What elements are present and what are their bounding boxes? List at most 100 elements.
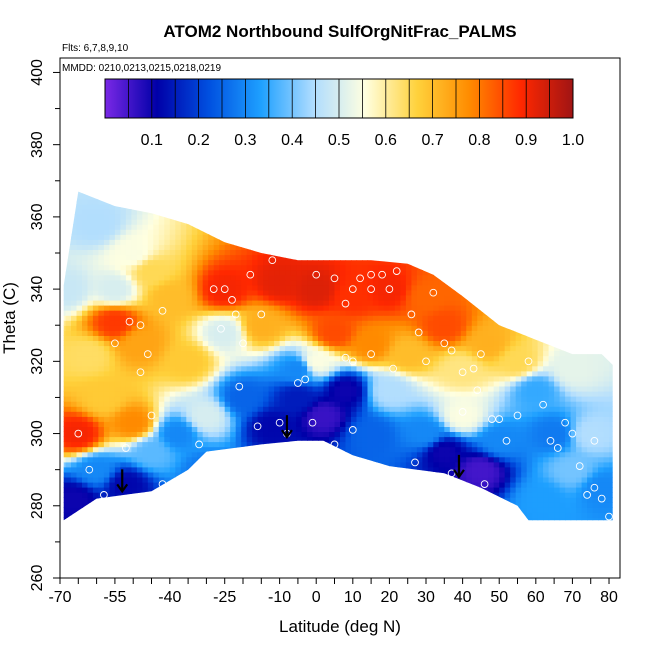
heat-cell [65,481,72,488]
heat-cell [307,401,314,407]
heat-cell [65,224,72,230]
heat-cell [191,426,198,432]
heat-cell [186,269,193,276]
heat-cell [340,466,347,473]
heat-cell [301,456,308,463]
heat-cell [197,401,204,407]
heat-cell [125,229,132,235]
heat-cell [147,340,154,347]
heat-cell [224,208,231,215]
heat-cell [109,239,116,245]
heat-cell [103,487,110,493]
heat-cell [224,289,231,296]
heat-cell [301,191,308,195]
heat-cell [433,234,440,240]
heat-cell [76,481,83,488]
heat-cell [422,471,429,478]
heat-cell [416,289,423,296]
heat-cell [444,269,451,276]
heat-cell [383,335,390,341]
heat-cell [356,355,363,362]
heat-cell [142,208,149,215]
heat-cell [158,360,165,367]
heat-cell [158,396,165,402]
heat-cell [340,335,347,341]
heat-cell [274,396,281,402]
heat-cell [213,310,220,316]
heat-cell [389,481,396,488]
heat-cell [422,517,429,521]
heat-cell [433,219,440,225]
heat-cell [367,254,374,261]
heat-cell [362,239,369,245]
heat-cell [400,451,407,458]
heat-cell [301,446,308,453]
heat-cell [279,471,286,478]
heat-cell [285,299,292,306]
heat-cell [158,320,165,326]
heat-cell [125,340,132,347]
heat-cell [136,476,143,483]
heat-cell [416,380,423,387]
heat-cell [158,191,165,195]
heat-cell [416,279,423,286]
heat-cell [230,481,237,488]
heat-cell [400,299,407,306]
heat-cell [147,254,154,261]
heat-cell [274,249,281,256]
heat-cell [114,244,121,250]
heat-cell [246,466,253,473]
heat-cell [98,431,105,438]
heat-cell [92,320,99,326]
heat-cell [180,471,187,478]
heat-cell [109,305,116,311]
heat-cell [169,507,176,513]
heat-cell [241,461,248,468]
heat-cell [241,380,248,387]
heat-cell [191,310,198,316]
heat-cell [252,234,259,240]
heat-cell [318,451,325,458]
heat-cell [82,421,89,427]
heat-cell [241,502,248,508]
heat-cell [65,340,72,347]
heat-cell [356,229,363,235]
heat-cell [114,360,121,367]
heat-cell [87,390,94,397]
heat-cell [252,497,259,503]
heat-cell [241,426,248,432]
heat-cell [416,249,423,256]
heat-cell [334,249,341,256]
heat-cell [257,299,264,306]
heat-cell [103,224,110,230]
heat-cell [329,421,336,427]
heat-cell [71,214,78,220]
heat-cell [312,446,319,453]
heat-cell [389,375,396,382]
heat-cell [236,522,242,528]
heat-cell [367,284,374,291]
heat-cell [438,466,445,473]
heat-cell [351,249,358,256]
heat-cell [411,471,418,478]
heat-cell [246,254,253,261]
heat-cell [285,416,292,422]
heat-cell [449,517,456,521]
heat-cell [340,431,347,438]
heat-cell [368,522,374,528]
heat-cell [191,203,198,210]
heat-cell [405,471,412,478]
heat-cell [63,269,67,276]
heat-cell [422,406,429,412]
heat-cell [197,184,203,190]
heat-cell [175,411,182,417]
heat-cell [180,269,187,276]
heat-cell [422,441,429,448]
heat-cell [389,340,396,347]
heat-cell [290,325,297,331]
heat-cell [120,497,127,503]
heat-cell [76,476,83,483]
heat-cell [274,335,281,341]
heat-cell [114,294,121,301]
heat-cell [362,487,369,493]
